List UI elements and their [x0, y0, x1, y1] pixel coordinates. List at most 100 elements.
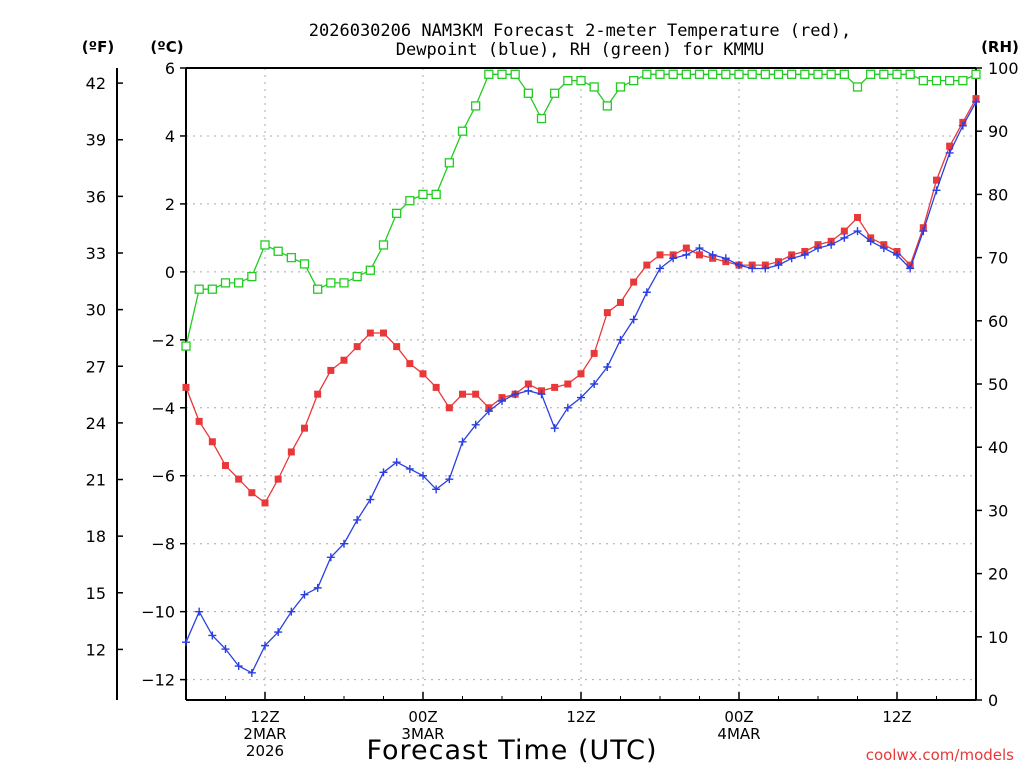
fahrenheit-tick-label: 36 — [86, 187, 106, 206]
rh-point — [194, 284, 204, 294]
rh-point — [431, 189, 441, 200]
series-dewpoint — [182, 97, 980, 677]
temperature-point — [630, 278, 638, 286]
rh-point — [405, 196, 415, 206]
dewpoint-point — [866, 237, 875, 246]
dewpoint-point — [340, 539, 348, 548]
dewpoint-point — [537, 390, 546, 399]
rh-point — [721, 69, 731, 79]
temperature-point — [261, 499, 269, 507]
rh-point — [220, 278, 231, 288]
temperature-point — [287, 448, 295, 456]
chart-title-line1: 2026030206 NAM3KM Forecast 2-meter Tempe… — [309, 21, 851, 41]
temperature-point — [459, 390, 466, 398]
fahrenheit-tick-label: 18 — [86, 527, 106, 546]
rh-point — [576, 75, 586, 86]
temperature-point — [472, 390, 480, 398]
rh-point — [378, 240, 389, 250]
rh-point — [313, 284, 323, 294]
dewpoint-point — [550, 424, 559, 433]
rh-point — [589, 82, 599, 92]
rh-point — [523, 88, 533, 98]
celsius-tick-label: −4 — [151, 399, 175, 418]
rh-point — [365, 265, 375, 275]
rh-point — [931, 75, 942, 86]
temperature-point — [366, 329, 374, 337]
rh-point — [958, 75, 968, 86]
dewpoint-point — [247, 668, 256, 677]
dewpoint-point — [932, 186, 941, 195]
dewpoint-point — [590, 380, 599, 388]
dewpoint-point — [274, 628, 283, 637]
fahrenheit-tick-label: 21 — [86, 471, 106, 490]
temperature-point — [301, 424, 308, 432]
rh-point — [260, 240, 270, 250]
dewpoint-point — [419, 471, 427, 480]
rh-tick-label: 80 — [988, 185, 1008, 204]
temperature-point — [340, 356, 348, 364]
chart-grid — [186, 68, 976, 700]
rh-point — [747, 69, 757, 79]
dewpoint-point — [853, 227, 862, 236]
dewpoint-point — [958, 121, 967, 130]
time-tick-label: 2MAR — [243, 725, 286, 743]
rh-point — [273, 246, 283, 256]
dewpoint-point — [735, 261, 743, 270]
temperature-point — [551, 383, 559, 391]
fahrenheit-tick-label: 24 — [86, 414, 106, 433]
rh-point — [247, 271, 257, 282]
dewpoint-point — [432, 485, 441, 494]
dewpoint-point — [787, 254, 796, 263]
dewpoint-point — [326, 553, 335, 562]
series-relative-humidity — [181, 69, 981, 351]
dewpoint-point — [642, 288, 651, 297]
fahrenheit-axis: 42 39 36 33 30 27 24 21 18 15 12 — [86, 68, 123, 700]
celsius-tick-label: −8 — [151, 535, 175, 554]
dewpoint-point — [524, 386, 533, 395]
time-tick-label: 4MAR — [717, 725, 760, 743]
temperature-point — [208, 438, 216, 446]
dewpoint-point — [313, 583, 322, 592]
time-tick-label: 00Z — [724, 708, 753, 726]
dewpoint-point — [761, 264, 770, 273]
rh-tick-label: 60 — [988, 312, 1008, 331]
rh-point — [852, 82, 863, 92]
rh-tick-label: 20 — [988, 565, 1008, 584]
time-tick-label: 3MAR — [401, 725, 444, 743]
time-tick-label: 2026 — [246, 742, 284, 760]
watermark: coolwx.com/models — [866, 746, 1014, 764]
celsius-tick-label: −6 — [151, 467, 175, 486]
temperature-point — [274, 475, 282, 483]
rh-point — [945, 75, 955, 86]
time-tick-label: 00Z — [408, 708, 437, 726]
fahrenheit-tick-label: 15 — [86, 584, 106, 603]
dewpoint-point — [708, 250, 717, 259]
temperature-point — [380, 329, 387, 337]
temperature-point — [222, 462, 229, 470]
dewpoint-point — [906, 264, 915, 273]
temperature-point — [946, 142, 954, 150]
dewpoint-point — [498, 396, 506, 405]
fahrenheit-tick-label: 42 — [86, 74, 106, 93]
rh-tick-label: 50 — [988, 375, 1008, 394]
rh-point — [444, 158, 454, 168]
dewpoint-point — [445, 475, 454, 484]
dewpoint-point — [800, 250, 809, 259]
rh-point — [918, 75, 928, 86]
celsius-tick-label: 4 — [165, 127, 175, 146]
dewpoint-point — [234, 662, 243, 671]
celsius-tick-label: −2 — [151, 331, 175, 350]
rh-point — [905, 69, 915, 79]
dewpoint-point — [656, 264, 664, 273]
time-tick-label: 12Z — [882, 708, 911, 726]
rh-point — [299, 259, 310, 269]
dewpoint-point — [261, 641, 269, 650]
rh-point — [642, 69, 652, 79]
dewpoint-point — [616, 335, 625, 344]
celsius-tick-label: 2 — [165, 195, 175, 214]
series-layer — [181, 69, 981, 677]
rh-point — [602, 101, 612, 111]
rh-point — [773, 69, 784, 79]
rh-tick-label: 0 — [988, 691, 998, 710]
celsius-axis-label: (ºC) — [150, 38, 183, 56]
